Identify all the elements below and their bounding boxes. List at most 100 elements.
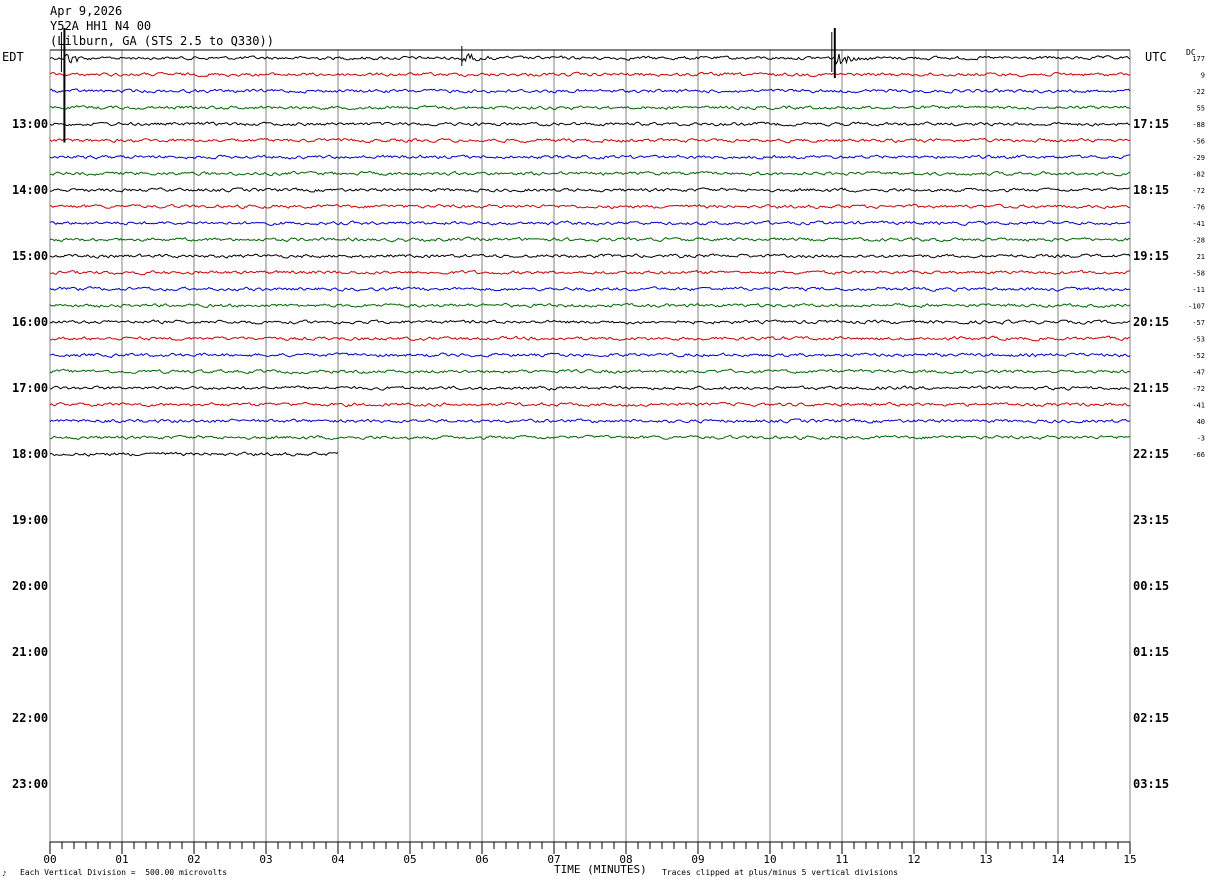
minute-gridlines (49, 50, 1131, 842)
trace-row (49, 203, 1131, 210)
dc-offset-label: -72 (1192, 187, 1205, 195)
corner-mark: ♪ (2, 870, 7, 878)
x-tick-label: 12 (907, 853, 920, 866)
dc-offset-label: -53 (1192, 336, 1205, 344)
right-timezone-label: UTC (1145, 50, 1167, 64)
scale-note: Each Vertical Division = 500.00 microvol… (20, 868, 228, 877)
dc-offset-label: -82 (1192, 171, 1205, 179)
left-hour-label: 19:00 (12, 513, 48, 527)
dc-offset-label: -41 (1192, 220, 1205, 228)
x-tick-label: 04 (331, 853, 345, 866)
right-hour-label: 20:15 (1133, 315, 1169, 329)
trace-row (49, 286, 1131, 292)
trace-row (49, 368, 1131, 375)
dc-offset-label: -47 (1192, 369, 1205, 377)
dc-offset-label: -22 (1192, 88, 1205, 96)
dc-offset-label: 21 (1197, 253, 1205, 261)
x-tick-label: 08 (619, 853, 632, 866)
left-hour-label: 14:00 (12, 183, 48, 197)
trace-row (49, 434, 1131, 441)
trace-row (49, 154, 1131, 160)
x-tick-label: 10 (763, 853, 776, 866)
trace-row (49, 170, 1131, 177)
dc-offset-label: -57 (1192, 319, 1205, 327)
header-station: Y52A HH1 N4 00 (50, 19, 152, 33)
dc-offset-label: -58 (1192, 270, 1205, 278)
trace-row (49, 451, 339, 457)
x-tick-label: 06 (475, 853, 488, 866)
x-tick-label: 13 (979, 853, 992, 866)
right-hour-label: 02:15 (1133, 711, 1169, 725)
left-hour-label: 23:00 (12, 777, 48, 791)
time-axis-label: TIME (MINUTES) (554, 863, 647, 876)
left-hour-label: 18:00 (12, 447, 48, 461)
axis-labels: 00 01 02 03 04 05 06 07 08 09 10 11 12 13 14 15 13:00 14:… (12, 55, 1205, 866)
clip-note: Traces clipped at plus/minus 5 vertical … (662, 868, 899, 877)
dc-offset-label: 40 (1197, 418, 1205, 426)
x-tick-label: 05 (403, 853, 416, 866)
dc-offset-label: -72 (1192, 385, 1205, 393)
right-hour-label: 00:15 (1133, 579, 1169, 593)
dc-offset-label: -107 (1188, 303, 1205, 311)
dc-offset-label: 9 (1201, 72, 1205, 80)
header-location: (Lilburn, GA (STS 2.5 to Q330)) (50, 34, 274, 48)
left-hour-label: 13:00 (12, 117, 48, 131)
x-tick-label: 09 (691, 853, 704, 866)
dc-offset-label: -28 (1192, 237, 1205, 245)
right-hour-label: 22:15 (1133, 447, 1169, 461)
x-tick-label: 11 (835, 853, 848, 866)
left-hour-label: 20:00 (12, 579, 48, 593)
trace-row (49, 187, 1131, 193)
x-tick-label: 15 (1123, 853, 1136, 866)
dc-offset-label: -76 (1192, 204, 1205, 212)
dc-offset-label: -88 (1192, 121, 1205, 129)
trace-row (49, 335, 1131, 342)
dc-header-label: DC (1186, 48, 1196, 57)
x-tick-label: 01 (115, 853, 128, 866)
trace-row (49, 71, 1131, 78)
trace-row (49, 269, 1131, 276)
trace-row (49, 220, 1131, 227)
x-tick-label: 03 (259, 853, 272, 866)
trace-row (49, 352, 1131, 358)
right-hour-label: 17:15 (1133, 117, 1169, 131)
x-tick-label: 02 (187, 853, 200, 866)
left-timezone-label: EDT (2, 50, 24, 64)
right-hour-label: 19:15 (1133, 249, 1169, 263)
trace-row (49, 88, 1131, 94)
trace-row (49, 401, 1131, 408)
right-hour-label: 18:15 (1133, 183, 1169, 197)
plot-frame (49, 49, 1131, 854)
left-hour-label: 16:00 (12, 315, 48, 329)
header-date: Apr 9,2026 (50, 4, 123, 18)
x-tick-label: 00 (43, 853, 56, 866)
trace-row (49, 137, 1131, 144)
right-hour-label: 03:15 (1133, 777, 1169, 791)
dc-offset-label: 177 (1192, 55, 1205, 63)
dc-offset-label: -41 (1192, 402, 1205, 410)
trace-row (49, 236, 1131, 243)
trace-row (49, 385, 1131, 391)
right-hour-label: 01:15 (1133, 645, 1169, 659)
left-hour-label: 17:00 (12, 381, 48, 395)
trace-row (49, 253, 1131, 259)
left-hour-label: 21:00 (12, 645, 48, 659)
trace-row (49, 418, 1131, 424)
dc-offset-label: -11 (1192, 286, 1205, 294)
dc-offset-label: -52 (1192, 352, 1205, 360)
dc-offset-label: -56 (1192, 138, 1205, 146)
right-hour-label: 23:15 (1133, 513, 1169, 527)
trace-row (49, 319, 1131, 325)
dc-offset-label: -29 (1192, 154, 1205, 162)
left-hour-label: 22:00 (12, 711, 48, 725)
trace-row (49, 302, 1131, 309)
x-tick-label: 14 (1051, 853, 1065, 866)
seismic-traces (49, 28, 1131, 457)
trace-row (49, 53, 1131, 66)
x-tick-label: 07 (547, 853, 560, 866)
trace-row (49, 104, 1131, 111)
left-hour-label: 15:00 (12, 249, 48, 263)
right-hour-label: 21:15 (1133, 381, 1169, 395)
trace-row (49, 121, 1131, 127)
